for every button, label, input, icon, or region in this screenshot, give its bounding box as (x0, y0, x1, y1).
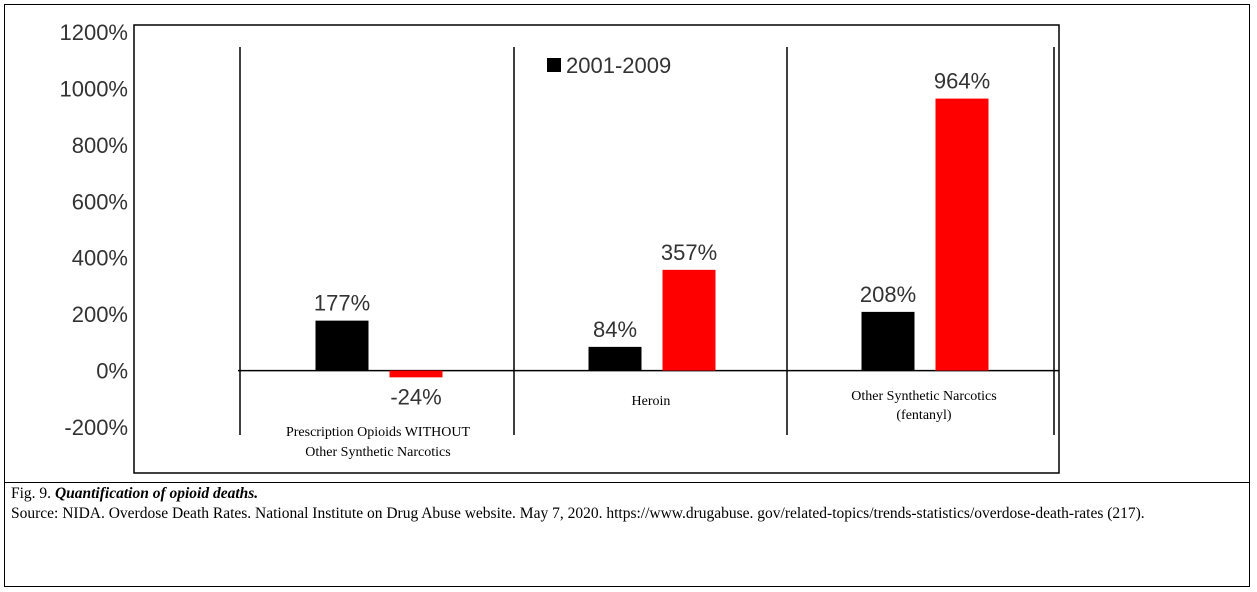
data-label: 964% (934, 69, 990, 94)
y-tick-label: 1000% (59, 76, 128, 101)
data-label: -24% (390, 385, 441, 410)
bar (389, 370, 443, 378)
y-tick-label: 400% (72, 246, 128, 271)
bar (662, 269, 716, 371)
y-tick-label: 800% (72, 133, 128, 158)
category-label: (fentanyl) (896, 408, 952, 423)
plot-border (133, 24, 1060, 474)
y-tick-label: 200% (72, 302, 128, 327)
figure-caption: Fig. 9. Quantification of opioid deaths.… (11, 484, 1241, 524)
caption-source: Source: NIDA. Overdose Death Rates. Nati… (11, 505, 1145, 522)
legend-label: 2001-2009 (566, 53, 671, 78)
legend-swatch (547, 58, 561, 72)
y-tick-label: 0% (96, 359, 128, 384)
figure-frame: 1200% 1000% 800% 600% 400% 200% 0% -200% 177% 84%… (4, 4, 1250, 587)
data-label: 177% (314, 291, 370, 316)
y-tick-label: -200% (64, 415, 128, 440)
category-label: Other Synthetic Narcotics (305, 445, 450, 460)
category-label: Other Synthetic Narcotics (851, 389, 996, 404)
figure-label: Fig. 9. (11, 485, 52, 502)
data-label: 84% (593, 317, 637, 342)
bar (935, 98, 989, 371)
data-label: 208% (860, 282, 916, 307)
data-label: 357% (661, 240, 717, 265)
chart-area: 1200% 1000% 800% 600% 400% 200% 0% -200% 177% 84%… (5, 5, 1250, 483)
category-label: Prescription Opioids WITHOUT (286, 425, 470, 440)
bar (588, 346, 642, 371)
category-label: Heroin (632, 394, 671, 409)
bar-chart: 1200% 1000% 800% 600% 400% 200% 0% -200% 177% 84%… (59, 20, 1060, 474)
y-tick-label: 1200% (59, 20, 128, 45)
y-tick-label: 600% (72, 189, 128, 214)
caption-title-line: Fig. 9. Quantification of opioid deaths. (11, 484, 1241, 504)
bar (861, 311, 915, 371)
bar (315, 320, 369, 371)
figure-title: Quantification of opioid deaths. (54, 485, 259, 502)
